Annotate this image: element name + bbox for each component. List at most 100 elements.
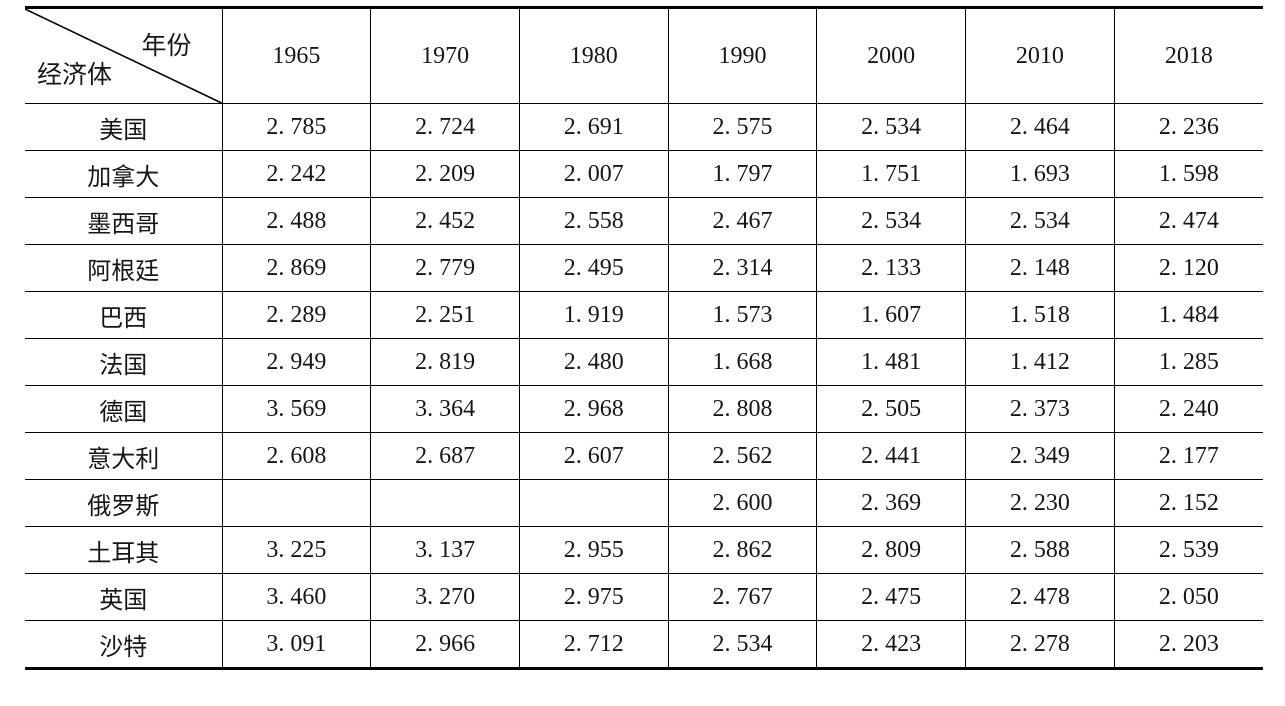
value-cell: 2. 314 [667, 244, 818, 292]
value-cell: 2. 251 [370, 291, 520, 339]
value-cell: 2. 505 [816, 385, 967, 433]
economy-label-cell: 美国 [25, 103, 223, 151]
table-body: 美国 2. 785 2. 724 2. 691 2. 575 2. 534 2. 464 2.… [25, 103, 1263, 669]
value-cell: 3. 364 [370, 385, 520, 433]
table-row: 英国 3. 460 3. 270 2. 975 2. 767 2. 475 2. 478 2.… [25, 573, 1263, 621]
table-row: 加拿大 2. 242 2. 209 2. 007 1. 797 1. 751 1. 693 1… [25, 150, 1263, 198]
value-cell: 2. 423 [816, 620, 967, 669]
value-cell: 2. 488 [221, 197, 372, 245]
economy-label-cell: 沙特 [25, 620, 223, 669]
economy-label-cell: 意大利 [25, 432, 223, 480]
value-cell: 2. 369 [816, 479, 967, 527]
value-cell: 2. 495 [518, 244, 669, 292]
value-cell: 2. 558 [518, 197, 669, 245]
value-cell: 2. 242 [221, 150, 372, 198]
value-cell: 2. 779 [370, 244, 520, 292]
corner-label-year: 年份 [141, 33, 192, 60]
table-row: 法国 2. 949 2. 819 2. 480 1. 668 1. 481 1. 412 1.… [25, 338, 1263, 386]
value-cell: 2. 869 [221, 244, 372, 292]
economy-label-cell: 加拿大 [25, 150, 223, 198]
year-header-cell: 2000 [816, 7, 967, 104]
value-cell: 2. 148 [965, 244, 1115, 292]
value-cell: 1. 751 [816, 150, 967, 198]
value-cell: 2. 152 [1113, 479, 1263, 527]
value-cell: 2. 534 [667, 620, 818, 669]
value-cell: 2. 687 [370, 432, 520, 480]
value-cell: 2. 203 [1113, 620, 1263, 669]
value-cell: 1. 481 [816, 338, 967, 386]
economy-year-table: 年份 经济体 1965 1970 1980 1990 2000 2010 2018 美国 2.… [25, 6, 1263, 670]
value-cell: 2. 575 [667, 103, 818, 151]
year-header-cell: 1970 [370, 7, 520, 104]
value-cell: 1. 919 [518, 291, 669, 339]
value-cell: 3. 225 [221, 526, 372, 574]
value-cell: 2. 474 [1113, 197, 1263, 245]
value-cell: 2. 240 [1113, 385, 1263, 433]
value-cell: 2. 562 [667, 432, 818, 480]
value-cell: 1. 573 [667, 291, 818, 339]
value-cell: 2. 975 [518, 573, 669, 621]
value-cell [370, 479, 520, 527]
value-cell: 2. 949 [221, 338, 372, 386]
value-cell: 2. 691 [518, 103, 669, 151]
economy-label-cell: 德国 [25, 385, 223, 433]
value-cell: 1. 598 [1113, 150, 1263, 198]
value-cell: 2. 452 [370, 197, 520, 245]
table-row: 意大利 2. 608 2. 687 2. 607 2. 562 2. 441 2. 349 2… [25, 432, 1263, 480]
value-cell: 1. 484 [1113, 291, 1263, 339]
value-cell: 1. 668 [667, 338, 818, 386]
value-cell: 2. 120 [1113, 244, 1263, 292]
year-header-cell: 2018 [1113, 7, 1263, 104]
value-cell: 2. 588 [965, 526, 1115, 574]
economy-label-cell: 巴西 [25, 291, 223, 339]
value-cell: 2. 809 [816, 526, 967, 574]
value-cell: 2. 966 [370, 620, 520, 669]
value-cell: 1. 797 [667, 150, 818, 198]
value-cell: 2. 808 [667, 385, 818, 433]
value-cell: 2. 478 [965, 573, 1115, 621]
value-cell: 3. 091 [221, 620, 372, 669]
value-cell: 2. 712 [518, 620, 669, 669]
table-row: 土耳其 3. 225 3. 137 2. 955 2. 862 2. 809 2. 588 2… [25, 526, 1263, 574]
economy-label-cell: 土耳其 [25, 526, 223, 574]
value-cell: 2. 767 [667, 573, 818, 621]
economy-label-cell: 英国 [25, 573, 223, 621]
value-cell: 2. 373 [965, 385, 1115, 433]
value-cell: 2. 441 [816, 432, 967, 480]
value-cell: 2. 600 [667, 479, 818, 527]
value-cell: 2. 724 [370, 103, 520, 151]
value-cell: 2. 467 [667, 197, 818, 245]
economy-label-cell: 阿根廷 [25, 244, 223, 292]
table-row: 俄罗斯 2. 600 2. 369 2. 230 2. 152 [25, 479, 1263, 527]
table-row: 美国 2. 785 2. 724 2. 691 2. 575 2. 534 2. 464 2.… [25, 103, 1263, 151]
value-cell: 2. 236 [1113, 103, 1263, 151]
year-header-cell: 1965 [221, 7, 372, 104]
year-header-cell: 1990 [667, 7, 818, 104]
corner-header-cell: 年份 经济体 [25, 7, 223, 104]
value-cell: 2. 480 [518, 338, 669, 386]
value-cell: 2. 819 [370, 338, 520, 386]
value-cell: 1. 412 [965, 338, 1115, 386]
value-cell: 2. 785 [221, 103, 372, 151]
value-cell [518, 479, 669, 527]
value-cell: 1. 607 [816, 291, 967, 339]
table-row: 德国 3. 569 3. 364 2. 968 2. 808 2. 505 2. 373 2.… [25, 385, 1263, 433]
economy-label-cell: 墨西哥 [25, 197, 223, 245]
table-row: 巴西 2. 289 2. 251 1. 919 1. 573 1. 607 1. 518 1.… [25, 291, 1263, 339]
value-cell: 2. 968 [518, 385, 669, 433]
table-row: 墨西哥 2. 488 2. 452 2. 558 2. 467 2. 534 2. 534 2… [25, 197, 1263, 245]
year-header-cell: 1980 [518, 7, 669, 104]
economy-label-cell: 法国 [25, 338, 223, 386]
value-cell [221, 479, 372, 527]
value-cell: 2. 209 [370, 150, 520, 198]
table-header-row: 年份 经济体 1965 1970 1980 1990 2000 2010 2018 [25, 7, 1263, 104]
value-cell: 3. 270 [370, 573, 520, 621]
value-cell: 3. 569 [221, 385, 372, 433]
value-cell: 1. 693 [965, 150, 1115, 198]
value-cell: 2. 230 [965, 479, 1115, 527]
value-cell: 1. 285 [1113, 338, 1263, 386]
value-cell: 2. 539 [1113, 526, 1263, 574]
year-header-cell: 2010 [965, 7, 1115, 104]
value-cell: 1. 518 [965, 291, 1115, 339]
